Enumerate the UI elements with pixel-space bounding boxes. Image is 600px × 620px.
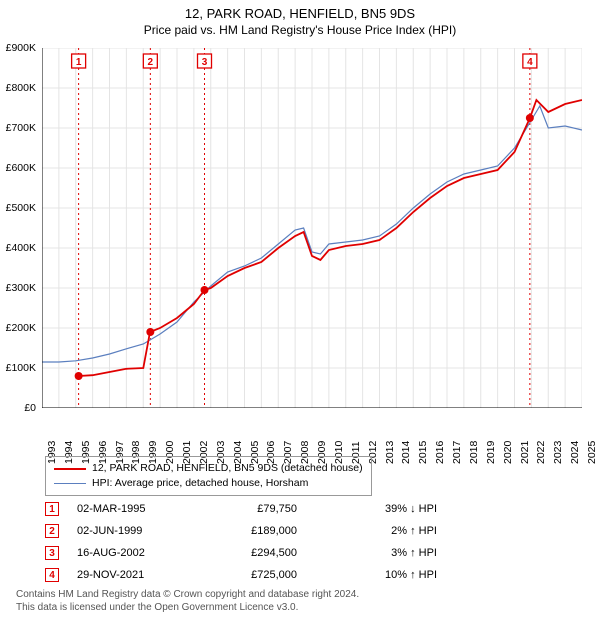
marker-box: 3: [45, 546, 59, 560]
txn-diff: 39% ↓ HPI: [337, 503, 437, 515]
table-row: 1 02-MAR-1995£79,75039% ↓ HPI: [45, 498, 437, 520]
x-tick-label: 2021: [519, 441, 531, 464]
svg-text:2: 2: [148, 57, 154, 68]
table-row: 2 02-JUN-1999£189,0002% ↑ HPI: [45, 520, 437, 542]
x-tick-label: 2013: [384, 441, 396, 464]
y-tick-label: £900K: [6, 42, 36, 54]
svg-text:3: 3: [202, 57, 208, 68]
x-tick-label: 2015: [417, 441, 429, 464]
title-main: 12, PARK ROAD, HENFIELD, BN5 9DS: [0, 6, 600, 21]
title-sub: Price paid vs. HM Land Registry's House …: [0, 23, 600, 37]
txn-price: £294,500: [227, 547, 337, 559]
x-axis-labels: 1993199419951996199719981999200020012002…: [42, 410, 582, 452]
x-tick-label: 2019: [485, 441, 497, 464]
marker-box: 2: [45, 524, 59, 538]
txn-diff: 10% ↑ HPI: [337, 569, 437, 581]
legend-line-icon: [54, 483, 86, 484]
x-tick-label: 2020: [502, 441, 514, 464]
txn-diff: 2% ↑ HPI: [337, 525, 437, 537]
y-tick-label: £500K: [6, 202, 36, 214]
svg-text:1: 1: [76, 57, 82, 68]
y-tick-label: £0: [24, 402, 36, 414]
x-tick-label: 2025: [586, 441, 598, 464]
table-row: 3 16-AUG-2002£294,5003% ↑ HPI: [45, 542, 437, 564]
y-tick-label: £100K: [6, 362, 36, 374]
x-tick-label: 2023: [552, 441, 564, 464]
txn-date: 02-MAR-1995: [77, 503, 227, 515]
marker-box: 1: [45, 502, 59, 516]
legend-row: HPI: Average price, detached house, Hors…: [54, 476, 363, 491]
chart-svg: 1 2 3 4: [42, 48, 582, 408]
footer-line2: This data is licensed under the Open Gov…: [16, 601, 359, 614]
footer-line1: Contains HM Land Registry data © Crown c…: [16, 588, 359, 601]
transaction-table: 1 02-MAR-1995£79,75039% ↓ HPI 2 02-JUN-1999…: [45, 498, 437, 586]
y-tick-label: £600K: [6, 162, 36, 174]
legend-label: 12, PARK ROAD, HENFIELD, BN5 9DS (detach…: [92, 461, 363, 476]
legend-label: HPI: Average price, detached house, Hors…: [92, 476, 308, 491]
x-tick-label: 2018: [468, 441, 480, 464]
txn-price: £725,000: [227, 569, 337, 581]
x-tick-label: 2016: [434, 441, 446, 464]
table-row: 4 29-NOV-2021£725,00010% ↑ HPI: [45, 564, 437, 586]
page: 12, PARK ROAD, HENFIELD, BN5 9DS Price p…: [0, 0, 600, 620]
txn-date: 16-AUG-2002: [77, 547, 227, 559]
y-tick-label: £700K: [6, 122, 36, 134]
x-tick-label: 2017: [451, 441, 463, 464]
x-tick-label: 2014: [400, 441, 412, 464]
y-tick-label: £800K: [6, 82, 36, 94]
x-tick-label: 2022: [535, 441, 547, 464]
y-tick-label: £300K: [6, 282, 36, 294]
legend: 12, PARK ROAD, HENFIELD, BN5 9DS (detach…: [45, 456, 372, 496]
footer: Contains HM Land Registry data © Crown c…: [16, 588, 359, 614]
x-tick-label: 2024: [569, 441, 581, 464]
marker-box: 4: [45, 568, 59, 582]
y-tick-label: £200K: [6, 322, 36, 334]
y-tick-label: £400K: [6, 242, 36, 254]
chart: 1 2 3 4: [42, 48, 582, 408]
txn-price: £189,000: [227, 525, 337, 537]
title-block: 12, PARK ROAD, HENFIELD, BN5 9DS Price p…: [0, 0, 600, 37]
legend-row: 12, PARK ROAD, HENFIELD, BN5 9DS (detach…: [54, 461, 363, 476]
txn-date: 02-JUN-1999: [77, 525, 227, 537]
txn-diff: 3% ↑ HPI: [337, 547, 437, 559]
legend-line-icon: [54, 468, 86, 470]
y-axis-labels: £0£100K£200K£300K£400K£500K£600K£700K£80…: [0, 48, 40, 408]
txn-price: £79,750: [227, 503, 337, 515]
txn-date: 29-NOV-2021: [77, 569, 227, 581]
svg-text:4: 4: [527, 57, 533, 68]
